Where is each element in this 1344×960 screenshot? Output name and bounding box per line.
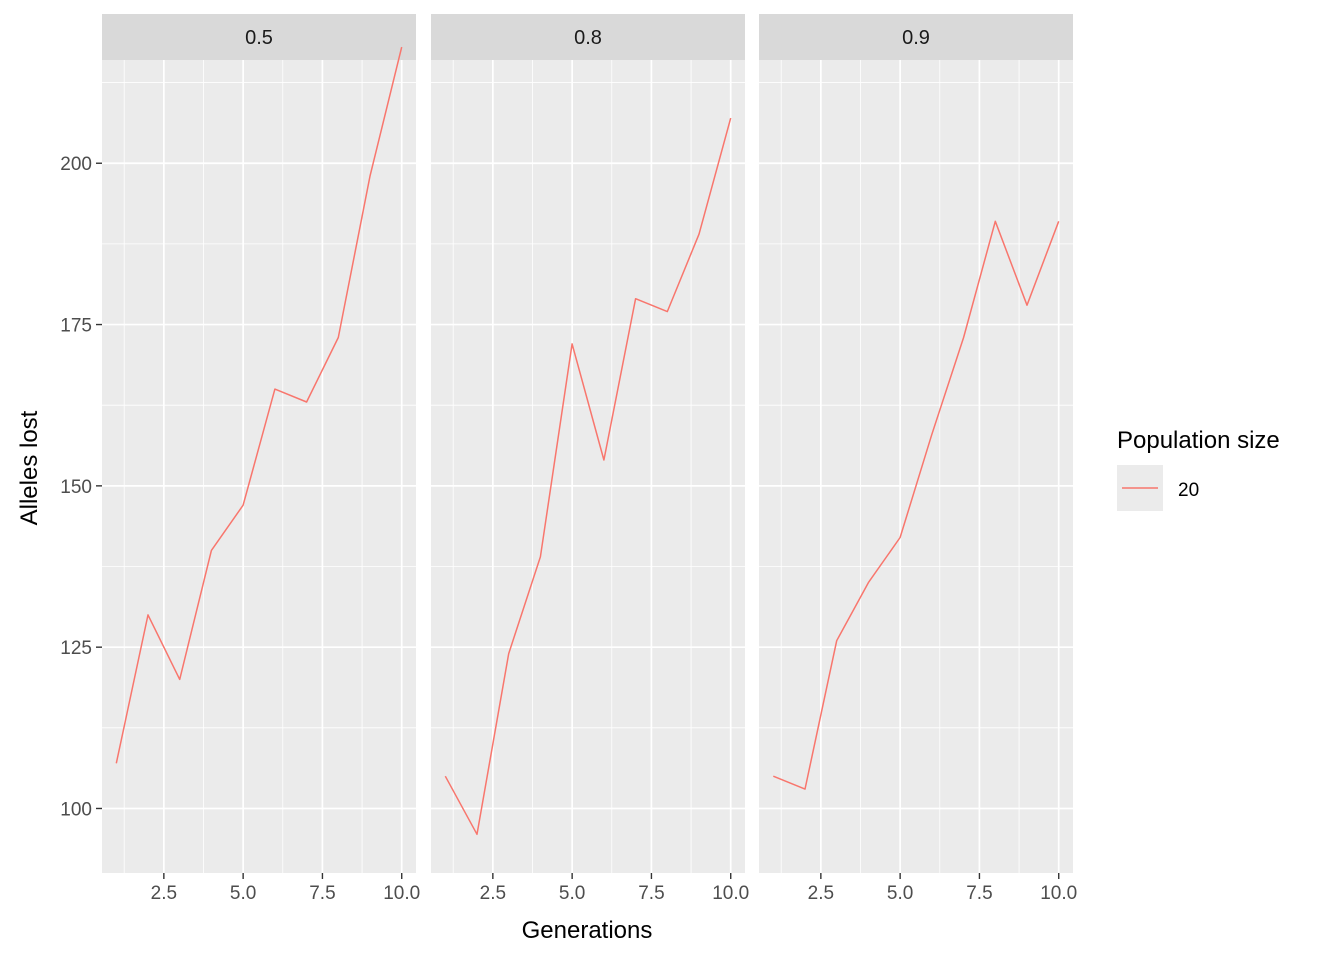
y-tick-label: 100	[60, 799, 92, 820]
legend-title: Population size	[1117, 427, 1280, 454]
facet-strip	[759, 14, 1073, 60]
x-tick-label: 5.0	[559, 883, 585, 904]
facet-strip	[431, 14, 745, 60]
facet-strip-label: 0.5	[245, 27, 273, 49]
facet-strip	[102, 14, 416, 60]
plot-panel	[431, 60, 745, 873]
y-tick-label: 150	[60, 477, 92, 498]
x-tick-label: 5.0	[887, 883, 913, 904]
x-tick-label: 2.5	[808, 883, 834, 904]
facet-panel-0.5: 0.5 2.5 5.0 7.5 10.0 100 125 150 175 200	[60, 14, 420, 904]
facet-strip-label: 0.9	[902, 27, 930, 49]
series-line-20	[773, 220, 1060, 790]
x-tick-label: 7.5	[309, 883, 335, 904]
legend-label: 20	[1178, 480, 1199, 501]
x-tick-label: 7.5	[966, 883, 992, 904]
x-tick-label: 7.5	[638, 883, 664, 904]
x-tick-label: 2.5	[151, 883, 177, 904]
legend: Population size 20	[1117, 427, 1280, 511]
facet-panel-0.9: 0.9 2.5 5.0 7.5 10.0	[759, 14, 1077, 904]
facet-panel-0.8: 0.8 2.5 5.0 7.5 10.0	[431, 14, 749, 904]
x-tick-label: 10.0	[712, 883, 749, 904]
y-tick-label: 200	[60, 154, 92, 175]
y-tick-label: 125	[60, 638, 92, 659]
x-tick-label: 2.5	[480, 883, 506, 904]
x-axis-title: Generations	[522, 917, 653, 944]
series-line-20	[444, 117, 732, 836]
series-line-20	[115, 46, 403, 764]
panels: 0.5 2.5 5.0 7.5 10.0 100 125 150 175 200 0.8 2.5 5.0…	[60, 14, 1077, 904]
plot-panel	[759, 60, 1073, 873]
x-tick-label: 10.0	[1040, 883, 1077, 904]
plot-panel	[102, 60, 416, 873]
y-axis-title: Alleles lost	[16, 410, 43, 525]
facet-strip-label: 0.8	[574, 27, 602, 49]
y-tick-label: 175	[60, 316, 92, 337]
x-tick-label: 10.0	[383, 883, 420, 904]
x-tick-label: 5.0	[230, 883, 256, 904]
